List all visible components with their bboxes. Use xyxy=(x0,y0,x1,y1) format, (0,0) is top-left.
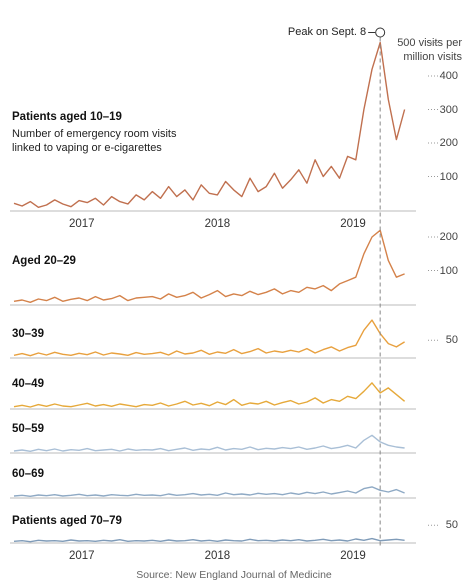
line xyxy=(13,486,405,497)
panel-title: 60–69 xyxy=(12,468,44,480)
line xyxy=(13,229,405,303)
y-tick-label: 100 xyxy=(439,264,458,277)
y-tick-label: 300 xyxy=(439,103,458,116)
line xyxy=(13,382,406,408)
line xyxy=(13,434,405,452)
annotation: Peak on Sept. 8 xyxy=(287,25,367,38)
y-tick-label: 500 visits per million visits xyxy=(397,36,462,63)
x-tick-label: 2019 xyxy=(340,550,366,562)
x-tick-label: 2018 xyxy=(204,550,231,562)
y-tick-label: 200 xyxy=(439,137,458,149)
panel-subtitle: Number of emergency room visits linked t… xyxy=(12,128,177,154)
panel-title: 30–39 xyxy=(12,328,44,340)
y-tick-label: 400 xyxy=(439,70,458,82)
panel-title: 50–59 xyxy=(12,423,44,435)
x-tick-label: 2018 xyxy=(204,218,231,230)
panel-title: 40–49 xyxy=(12,378,44,390)
peak-marker xyxy=(375,27,386,38)
y-tick-label: 100 xyxy=(439,170,458,183)
y-tick-label: 50 xyxy=(445,519,458,532)
panel-title: Aged 20–29 xyxy=(12,255,76,267)
x-tick-label: 2019 xyxy=(340,218,366,230)
line xyxy=(13,319,405,357)
panel-title: Patients aged 70–79 xyxy=(12,515,122,527)
panel-title: Patients aged 10–19 xyxy=(12,111,122,123)
line xyxy=(13,537,405,543)
y-tick-label: 50 xyxy=(445,334,458,347)
line xyxy=(13,41,406,208)
x-tick-label: 2017 xyxy=(69,550,95,562)
x-tick-label: 2017 xyxy=(69,218,95,230)
y-tick-label: 200 xyxy=(439,231,458,243)
source: Source: New England Journal of Medicine xyxy=(136,569,332,581)
